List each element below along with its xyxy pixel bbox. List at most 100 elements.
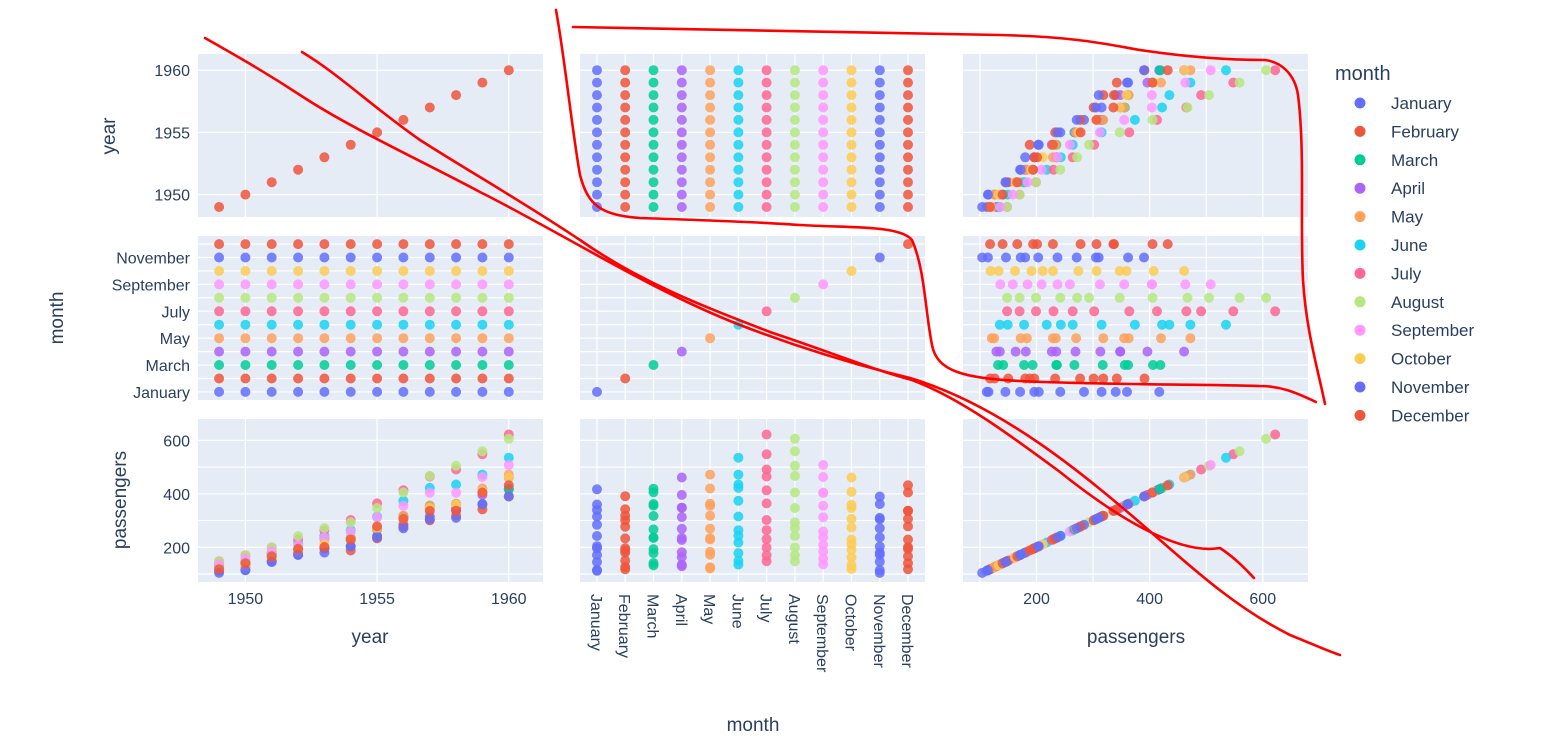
point-january-1950 [592,189,602,200]
legend-item-may[interactable]: May [1354,208,1424,227]
point-october-1959 [477,266,488,276]
point-june-1956 [733,495,744,506]
point-september-1955 [1094,279,1105,290]
point-december-1954 [903,534,913,545]
subplot-passengers-vs-year [198,419,543,582]
point-march-1960 [1155,65,1166,76]
point-march-1959 [1148,360,1158,370]
point-june-1952 [293,319,304,330]
legend-item-august[interactable]: August [1354,293,1445,312]
legend-item-june[interactable]: June [1354,236,1428,255]
point-july-1958 [761,90,772,101]
point-august-1950 [789,550,800,561]
point-april-1952 [293,346,304,357]
legend-label: March [1391,151,1438,170]
point-september-1949 [995,202,1006,212]
point-may-1953 [705,152,716,163]
point-may-1959 [705,77,716,88]
point-march-1954 [648,532,659,543]
point-october-1952 [1026,266,1037,276]
legend-label: October [1391,350,1452,369]
point-november-1952 [874,164,885,175]
legend-item-december[interactable]: December [1354,406,1470,425]
point-february-1960 [1139,373,1150,384]
legend-marker [1354,296,1366,308]
point-october-1952 [846,164,857,175]
point-september-1956 [1119,279,1130,290]
point-may-1954 [345,333,356,344]
point-february-1960 [620,491,631,502]
point-september-1956 [398,500,409,511]
point-november-1959 [874,77,885,88]
legend-item-october[interactable]: October [1354,350,1452,369]
legend-marker [1354,154,1366,166]
point-november-1958 [451,512,462,523]
point-may-1957 [705,102,716,113]
point-december-1949 [903,239,913,250]
point-december-1954 [1047,239,1058,250]
point-august-1951 [266,292,277,303]
point-may-1959 [705,483,716,494]
point-november-1958 [1093,252,1104,263]
point-october-1950 [846,189,857,200]
point-december-1960 [503,480,514,491]
point-july-1949 [1002,306,1013,317]
point-november-1959 [1123,499,1134,509]
point-november-1953 [319,252,330,263]
tick-label-x-year: 1960 [491,591,527,608]
point-march-1950 [240,360,251,370]
legend-item-july[interactable]: July [1354,264,1422,283]
point-november-1957 [874,102,885,113]
legend-item-january[interactable]: January [1354,94,1452,113]
point-june-1959 [1185,319,1196,330]
point-may-1949 [214,333,225,344]
point-november-1950 [982,252,993,263]
point-december-1953 [319,239,330,250]
legend-marker [1354,381,1366,393]
point-april-1955 [372,346,383,357]
legend-item-march[interactable]: March [1354,151,1439,170]
point-july-1957 [761,471,772,482]
point-november-1956 [874,114,885,125]
point-may-1951 [266,333,277,344]
point-may-1955 [372,333,383,344]
point-august-1956 [398,487,409,498]
point-april-1960 [676,65,687,76]
point-november-1950 [874,565,885,576]
legend-item-february[interactable]: February [1354,122,1460,141]
point-august-1959 [477,446,488,457]
point-march-1955 [372,360,383,370]
point-december-1949 [985,202,996,212]
point-september-1953 [319,532,330,543]
subplot-month-vs-passengers [963,236,1308,400]
point-may-1949 [705,202,716,212]
point-february-1957 [1088,373,1099,384]
legend-label: April [1391,179,1425,198]
point-december-1959 [477,487,488,498]
point-january-1954 [592,139,602,150]
point-august-1954 [345,517,356,528]
point-december-1953 [319,152,330,163]
point-november-1955 [874,532,885,543]
point-june-1950 [1002,319,1013,330]
point-march-1952 [648,164,659,175]
point-january-1952 [592,164,602,175]
tick-label-x-month: March [644,594,661,638]
point-october-1953 [319,266,330,276]
tick-label-x-month: January [587,594,604,651]
point-april-1956 [1095,346,1106,357]
point-july-1950 [761,189,772,200]
point-august-1959 [789,77,800,88]
point-october-1956 [398,266,409,276]
point-august-1952 [1055,292,1066,303]
point-september-1954 [1064,139,1075,150]
point-november-1952 [1015,164,1026,175]
point-july-1955 [1124,127,1135,138]
point-october-1951 [266,266,277,276]
point-april-1958 [1115,346,1126,357]
point-october-1959 [846,77,857,88]
legend-item-september[interactable]: September [1354,321,1475,340]
legend-item-november[interactable]: November [1354,378,1470,397]
legend-label: June [1391,236,1428,255]
legend-item-april[interactable]: April [1354,179,1426,198]
